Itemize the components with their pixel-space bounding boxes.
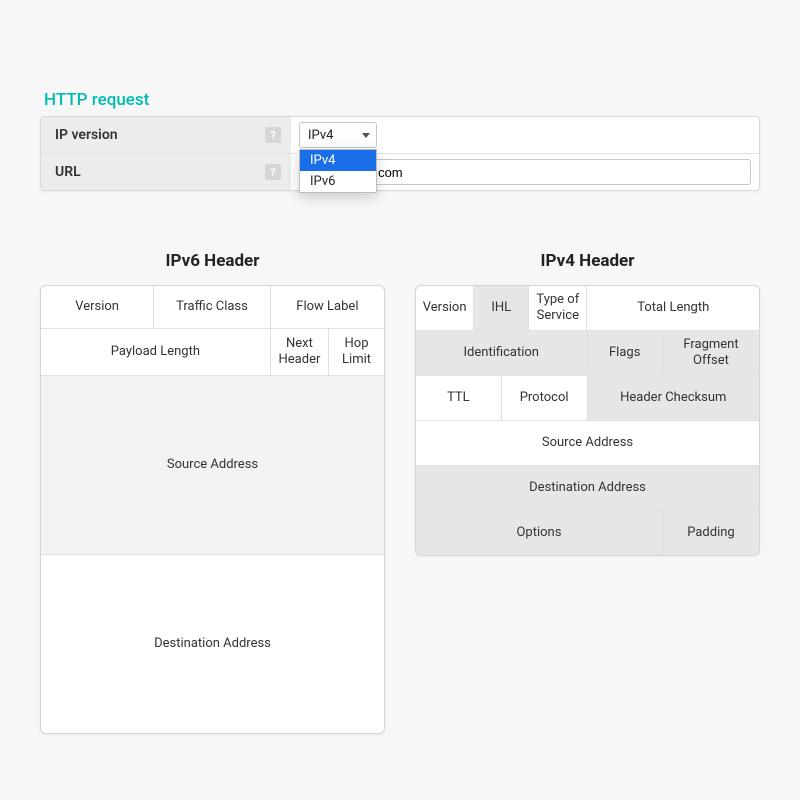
ip-version-label-cell: IP version ?: [41, 117, 291, 153]
ipv4-flags: Flags: [588, 331, 663, 375]
url-label: URL: [55, 164, 81, 180]
chevron-down-icon: [362, 133, 370, 138]
http-request-form: IP version ? IPv4 IPv4 IPv6 URL: [40, 116, 760, 191]
ip-version-value-cell: IPv4 IPv4 IPv6: [291, 117, 759, 153]
url-label-cell: URL ?: [41, 154, 291, 190]
ipv4-tos: Type of Service: [529, 286, 587, 330]
help-icon[interactable]: ?: [265, 127, 281, 143]
ipv4-diagram: IPv4 Header Version IHL Type of Service …: [415, 251, 760, 734]
ipv4-version: Version: [416, 286, 474, 330]
ip-version-option-ipv6[interactable]: IPv6: [300, 171, 376, 192]
ipv4-ihl: IHL: [474, 286, 529, 330]
ipv4-identification: Identification: [416, 331, 588, 375]
ipv4-checksum: Header Checksum: [588, 376, 760, 420]
ip-version-selected-text: IPv4: [308, 128, 333, 143]
ipv4-total-length: Total Length: [587, 286, 759, 330]
ipv6-flow-label: Flow Label: [271, 286, 384, 328]
ip-version-option-ipv4[interactable]: IPv4: [300, 150, 376, 171]
ipv6-hop-limit: Hop Limit: [329, 329, 384, 375]
ipv4-source-address: Source Address: [416, 421, 759, 465]
ipv6-diagram: IPv6 Header Version Traffic Class Flow L…: [40, 251, 385, 734]
ip-version-row: IP version ? IPv4 IPv4 IPv6: [41, 117, 759, 154]
ipv6-version: Version: [41, 286, 154, 328]
ipv4-options: Options: [416, 511, 663, 555]
ipv6-destination-address: Destination Address: [41, 555, 384, 733]
ipv4-destination-address: Destination Address: [416, 466, 759, 510]
url-row: URL ?: [41, 154, 759, 190]
ipv6-next-header: Next Header: [271, 329, 329, 375]
ip-version-select[interactable]: IPv4 IPv4 IPv6: [299, 122, 377, 148]
ipv4-ttl: TTL: [416, 376, 502, 420]
section-title: HTTP request: [40, 90, 760, 110]
ipv6-source-address: Source Address: [41, 376, 384, 554]
ipv6-title: IPv6 Header: [40, 251, 385, 271]
ipv4-padding: Padding: [663, 511, 759, 555]
help-icon[interactable]: ?: [265, 164, 281, 180]
header-diagrams: IPv6 Header Version Traffic Class Flow L…: [40, 251, 760, 734]
ipv6-payload-length: Payload Length: [41, 329, 271, 375]
ip-version-label: IP version: [55, 127, 118, 143]
ipv6-traffic-class: Traffic Class: [154, 286, 271, 328]
ipv6-header-table: Version Traffic Class Flow Label Payload…: [40, 285, 385, 734]
ipv4-protocol: Protocol: [502, 376, 588, 420]
ip-version-select-display[interactable]: IPv4: [299, 122, 377, 148]
ipv4-title: IPv4 Header: [415, 251, 760, 271]
ipv4-fragment-offset: Fragment Offset: [663, 331, 759, 375]
ipv4-header-table: Version IHL Type of Service Total Length…: [415, 285, 760, 556]
ip-version-dropdown: IPv4 IPv6: [299, 149, 377, 193]
